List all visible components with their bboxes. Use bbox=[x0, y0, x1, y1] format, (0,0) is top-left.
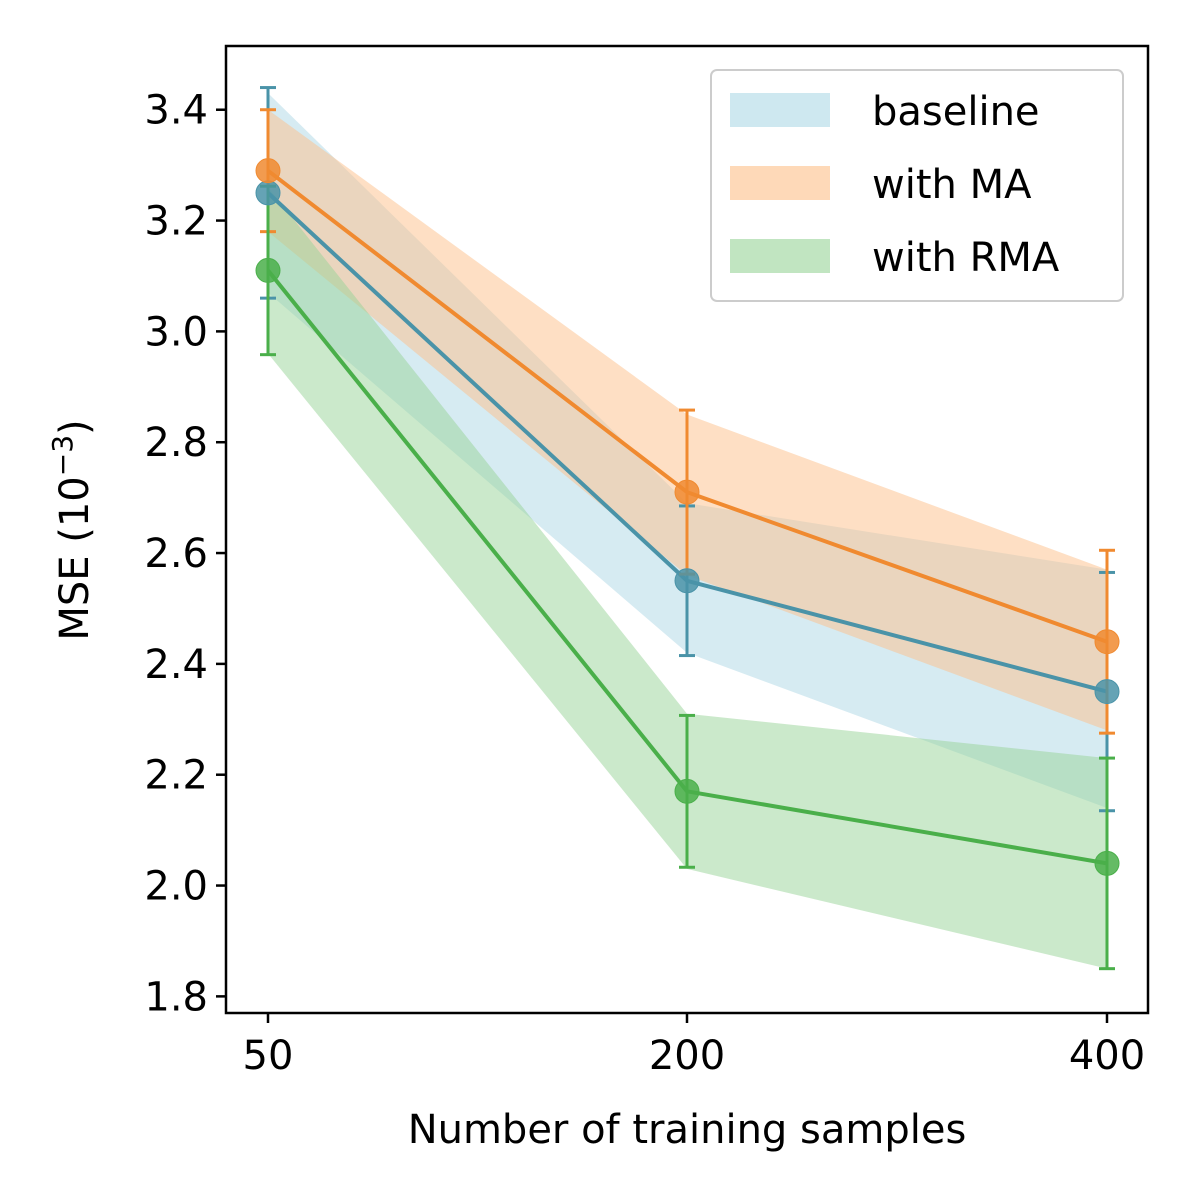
x-tick-label: 400 bbox=[1069, 1033, 1145, 1079]
y-axis-label-exponent: −3 bbox=[46, 435, 79, 476]
y-tick-label: 3.2 bbox=[144, 199, 208, 245]
y-tick-label: 3.4 bbox=[144, 88, 208, 134]
point-with-rma bbox=[1094, 850, 1120, 876]
y-tick-label: 2.8 bbox=[144, 420, 208, 466]
point-baseline bbox=[255, 180, 281, 206]
y-tick-label: 2.4 bbox=[144, 642, 208, 688]
y-axis-label-close: ) bbox=[52, 419, 98, 435]
y-axis-label: MSE (10−3) bbox=[46, 419, 98, 640]
y-tick-label: 3.0 bbox=[144, 309, 208, 355]
x-tick-label: 50 bbox=[243, 1033, 294, 1079]
legend: baseline with MA with RMA bbox=[710, 69, 1124, 302]
legend-swatch-with-rma bbox=[730, 239, 830, 273]
point-with-ma bbox=[1094, 629, 1120, 655]
y-axis: 1.8 2.0 2.2 2.4 2.6 2.8 3.0 3.2 3.4 bbox=[144, 88, 226, 1020]
y-tick-label: 2.0 bbox=[144, 864, 208, 910]
legend-label-with-rma: with RMA bbox=[872, 235, 1060, 281]
point-with-ma bbox=[255, 158, 281, 184]
point-with-ma bbox=[674, 479, 700, 505]
y-tick-label: 2.2 bbox=[144, 753, 208, 799]
point-baseline bbox=[674, 568, 700, 594]
x-tick-label: 200 bbox=[649, 1033, 725, 1079]
y-tick-label: 2.6 bbox=[144, 531, 208, 577]
y-axis-label-base: MSE (10 bbox=[52, 476, 98, 640]
legend-label-baseline: baseline bbox=[872, 89, 1040, 135]
band-with-rma bbox=[268, 187, 1107, 969]
x-axis: 50 200 400 bbox=[243, 1013, 1145, 1079]
point-baseline bbox=[1094, 679, 1120, 705]
point-with-rma bbox=[674, 778, 700, 804]
point-with-rma bbox=[255, 257, 281, 283]
legend-label-with-ma: with MA bbox=[872, 162, 1032, 208]
y-tick-label: 1.8 bbox=[144, 974, 208, 1020]
x-axis-label: Number of training samples bbox=[408, 1107, 967, 1153]
legend-swatch-with-ma bbox=[730, 166, 830, 200]
legend-swatch-baseline bbox=[730, 93, 830, 127]
data-points bbox=[255, 158, 1120, 876]
